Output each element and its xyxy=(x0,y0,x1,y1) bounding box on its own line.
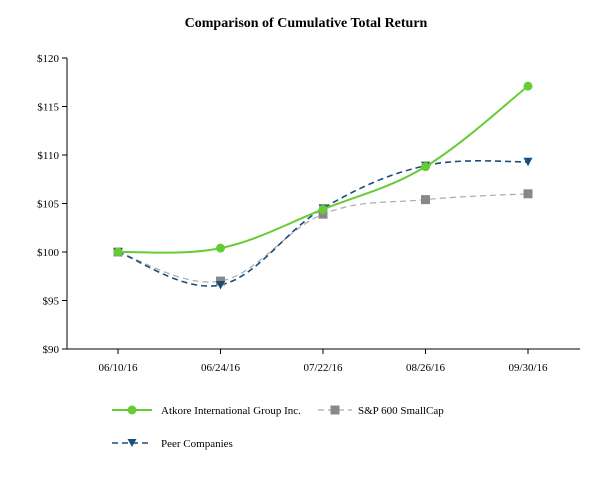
legend-item-peer: Peer Companies xyxy=(112,438,233,450)
chart-title: Comparison of Cumulative Total Return xyxy=(185,16,428,31)
legend: Atkore International Group Inc. S&P 600 … xyxy=(112,405,444,450)
legend-marker-sp600 xyxy=(330,405,340,415)
legend-marker-peer xyxy=(127,439,137,447)
data-point-atkore xyxy=(421,162,430,172)
data-point-peer xyxy=(216,280,225,290)
x-tick-label: 08/26/16 xyxy=(406,362,446,374)
series-line-atkore xyxy=(117,85,529,254)
y-tick-label: $115 xyxy=(37,102,59,114)
x-tick-label: 07/22/16 xyxy=(303,362,343,374)
series-lines xyxy=(117,85,529,287)
y-tick-label: $95 xyxy=(43,296,60,308)
legend-marker-atkore xyxy=(127,405,137,415)
data-point-sp600 xyxy=(523,189,533,199)
x-ticks: 06/10/16 06/24/16 07/22/16 08/26/16 09/30/16 xyxy=(98,349,548,374)
y-tick-label: $110 xyxy=(37,150,59,162)
y-tick-label: $100 xyxy=(37,247,60,259)
series-markers xyxy=(113,81,533,290)
y-tick-label: $120 xyxy=(37,53,60,65)
legend-label-peer: Peer Companies xyxy=(161,438,233,450)
data-point-sp600 xyxy=(318,209,328,219)
legend-item-sp600: S&P 600 SmallCap xyxy=(318,405,444,417)
legend-label-atkore: Atkore International Group Inc. xyxy=(161,405,301,417)
y-ticks: $90 $95 $100 $105 $110 $115 $120 xyxy=(37,53,67,356)
data-point-peer xyxy=(523,157,533,167)
data-point-atkore xyxy=(216,243,225,253)
data-point-atkore xyxy=(318,204,328,214)
data-point-sp600 xyxy=(421,195,430,205)
series-line-peer xyxy=(117,160,529,287)
legend-item-atkore: Atkore International Group Inc. xyxy=(112,405,301,417)
y-tick-label: $105 xyxy=(37,199,60,211)
data-point-atkore xyxy=(523,81,533,91)
x-tick-label: 09/30/16 xyxy=(508,362,548,374)
x-tick-label: 06/24/16 xyxy=(201,362,241,374)
y-tick-label: $90 xyxy=(43,344,60,356)
data-point-atkore xyxy=(113,247,123,257)
legend-label-sp600: S&P 600 SmallCap xyxy=(358,405,444,417)
x-tick-label: 06/10/16 xyxy=(98,362,138,374)
axes xyxy=(66,58,580,350)
